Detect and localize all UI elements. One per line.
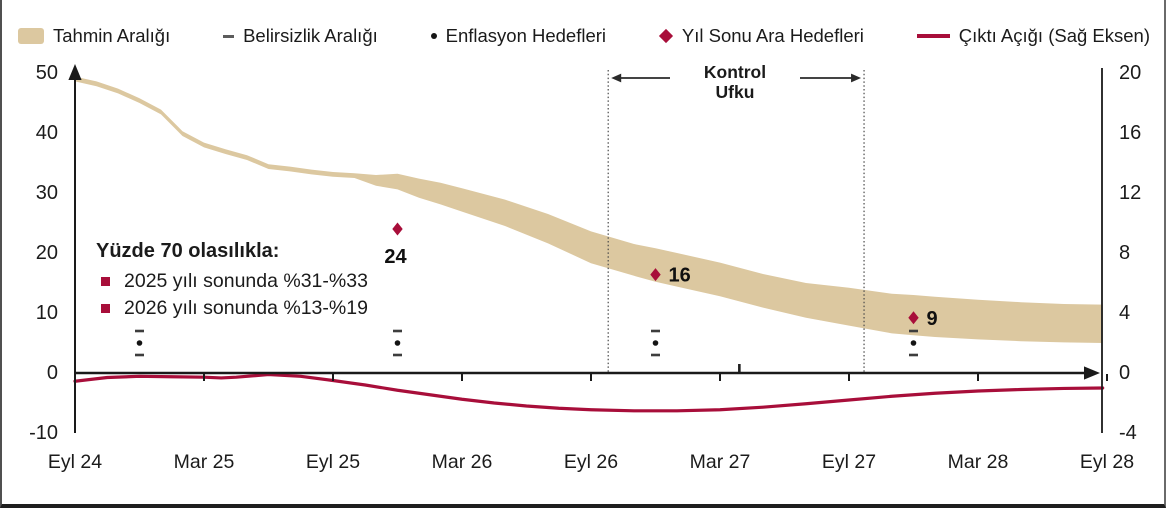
interim-target-label-0: 24 xyxy=(384,246,407,268)
dot-legend-marker-icon xyxy=(430,33,437,39)
uncertainty-dash-1-low xyxy=(393,353,402,357)
square-bullet-icon xyxy=(101,304,110,313)
left-axis-tick-40: 40 xyxy=(35,122,58,144)
control-horizon-arrowhead-left xyxy=(611,73,622,83)
probability-annotation: Yüzde 70 olasılıkla: 2025 yılı sonunda %… xyxy=(96,240,368,322)
left-axis-tick-10: 10 xyxy=(35,302,58,324)
control-horizon-label: Kontrol Ufku xyxy=(704,62,766,102)
legend-label: Yıl Sonu Ara Hedefleri xyxy=(681,25,864,46)
band-legend-marker-icon xyxy=(18,28,44,44)
annotation-title: Yüzde 70 olasılıkla: xyxy=(96,240,280,262)
interim-target-label-2: 9 xyxy=(927,308,938,330)
left-axis-tick--10: -10 xyxy=(29,422,58,444)
chart-legend: Tahmin Aralığı Belirsizlik Aralığı Enfla… xyxy=(18,25,1150,47)
control-horizon-arrowhead-right xyxy=(851,73,862,83)
uncertainty-dash-2-low xyxy=(651,353,660,357)
left-axis-tick-30: 30 xyxy=(35,182,58,204)
x-axis-label-1: Mar 25 xyxy=(173,451,235,473)
uncertainty-dash-0-high xyxy=(135,329,144,333)
interim-target-diamond-0 xyxy=(392,222,403,236)
interim-target-diamond-1 xyxy=(650,268,661,282)
x-axis-label-5: Mar 27 xyxy=(689,451,751,473)
inflation-target-dot-1 xyxy=(394,340,401,346)
inflation-target-dot-0 xyxy=(136,340,143,346)
output-gap-line xyxy=(73,372,1105,413)
line-legend-marker-icon xyxy=(916,34,950,38)
right-axis-tick-20: 20 xyxy=(1119,62,1142,84)
inflation-target-dot-3 xyxy=(910,340,917,346)
x-axis-label-0: Eyl 24 xyxy=(47,451,103,473)
legend-label: Tahmin Aralığı xyxy=(53,25,171,46)
right-axis-tick-12: 12 xyxy=(1119,182,1142,204)
square-bullet-icon xyxy=(101,277,110,286)
right-axis-tick-4: 4 xyxy=(1119,302,1131,324)
legend-item: Enflasyon Hedefleri xyxy=(430,25,607,47)
right-axis-tick--4: -4 xyxy=(1119,422,1137,444)
uncertainty-dash-2-high xyxy=(651,329,660,333)
uncertainty-dash-3-high xyxy=(909,329,918,333)
dash-legend-marker-icon xyxy=(223,34,235,38)
x-axis-label-4: Eyl 26 xyxy=(563,451,619,473)
legend-label: Çıktı Açığı (Sağ Eksen) xyxy=(958,25,1150,46)
legend-item: Belirsizlik Aralığı xyxy=(223,25,378,47)
left-axis-arrowhead xyxy=(68,64,82,80)
x-axis-arrowhead xyxy=(1084,366,1100,380)
right-axis-tick-16: 16 xyxy=(1119,122,1142,144)
legend-item: Yıl Sonu Ara Hedefleri xyxy=(658,25,864,47)
right-axis-tick-8: 8 xyxy=(1119,242,1131,264)
control-horizon-line2: Ufku xyxy=(715,82,755,102)
interim-target-diamond-2 xyxy=(908,311,919,325)
annotation-item: 2025 yılı sonunda %31-%33 xyxy=(96,268,368,295)
x-axis-label-7: Mar 28 xyxy=(947,451,1009,473)
legend-label: Enflasyon Hedefleri xyxy=(445,25,607,46)
legend-item: Çıktı Açığı (Sağ Eksen) xyxy=(916,25,1150,47)
uncertainty-dash-0-low xyxy=(135,353,144,357)
legend-item: Tahmin Aralığı xyxy=(18,25,170,47)
forecast-band-area xyxy=(75,76,1103,343)
uncertainty-dash-3-low xyxy=(909,353,918,357)
uncertainty-dash-1-high xyxy=(393,329,402,333)
left-axis-tick-20: 20 xyxy=(35,242,58,264)
legend-label: Belirsizlik Aralığı xyxy=(243,25,378,46)
left-axis-tick-0: 0 xyxy=(46,362,58,384)
left-axis-tick-50: 50 xyxy=(35,62,58,84)
x-axis-label-8: Eyl 28 xyxy=(1079,451,1135,473)
control-horizon-line1: Kontrol xyxy=(703,62,767,82)
annotation-text: 2025 yılı sonunda %31-%33 xyxy=(124,270,368,292)
x-axis-label-3: Mar 26 xyxy=(431,451,493,473)
x-axis-label-6: Eyl 27 xyxy=(821,451,877,473)
annotation-item: 2026 yılı sonunda %13-%19 xyxy=(96,295,368,322)
interim-target-label-1: 16 xyxy=(669,265,691,287)
inflation-target-dot-2 xyxy=(652,340,659,346)
x-axis-label-2: Eyl 25 xyxy=(305,451,361,473)
annotation-text: 2026 yılı sonunda %13-%19 xyxy=(124,297,368,319)
right-axis-tick-0: 0 xyxy=(1119,362,1131,384)
